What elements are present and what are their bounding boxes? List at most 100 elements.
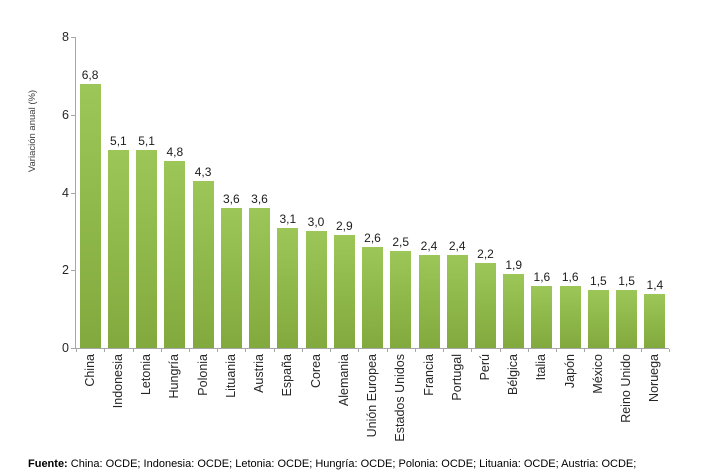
x-axis-tick xyxy=(499,349,501,352)
bar-value-label: 5,1 xyxy=(138,133,155,148)
x-axis-category-label: Reino Unido xyxy=(619,354,634,423)
x-axis-tick xyxy=(245,349,247,352)
y-axis-tick-label: 4 xyxy=(62,185,69,200)
bar xyxy=(418,254,440,348)
x-axis-category-label: Perú xyxy=(478,354,492,381)
x-axis-line xyxy=(75,348,669,349)
source-note-text: China: OCDE; Indonesia: OCDE; Letonia: O… xyxy=(67,458,637,470)
x-axis-tick xyxy=(640,349,642,352)
x-axis-tick xyxy=(273,349,275,352)
y-axis-tick xyxy=(71,114,75,116)
bar xyxy=(644,293,666,348)
bar xyxy=(531,285,553,348)
x-axis-category-label: Lituania xyxy=(223,354,238,398)
bar-value-label: 1,4 xyxy=(646,277,664,292)
x-axis-category-label: Polonia xyxy=(195,354,210,396)
y-axis-tick xyxy=(71,270,75,272)
bar xyxy=(107,149,129,348)
x-axis-tick xyxy=(443,349,445,352)
x-axis-tick xyxy=(556,349,557,352)
bar xyxy=(362,246,383,348)
bar xyxy=(475,262,496,348)
x-axis-category-label: China xyxy=(82,354,97,387)
x-axis-tick xyxy=(527,349,529,352)
bar-value-label: 2,5 xyxy=(392,234,410,249)
bar xyxy=(587,289,609,348)
bar xyxy=(136,149,158,348)
source-note-prefix: Fuente: xyxy=(28,458,68,470)
x-axis-tick xyxy=(189,349,190,352)
source-note: Fuente: China: OCDE; Indonesia: OCDE; Le… xyxy=(28,457,636,470)
x-axis-tick xyxy=(132,349,134,352)
bar xyxy=(503,274,525,348)
x-axis-category-label: Noruega xyxy=(647,354,662,402)
x-axis-tick xyxy=(160,349,162,352)
x-axis-category-label: Indonesia xyxy=(110,354,125,409)
bar xyxy=(79,83,101,348)
x-axis-tick xyxy=(330,349,332,352)
y-axis-tick-label: 0 xyxy=(62,341,69,355)
bar xyxy=(220,208,242,348)
y-axis-tick-label: 6 xyxy=(62,107,69,122)
x-axis-tick xyxy=(104,349,106,352)
y-axis-tick xyxy=(71,348,75,349)
bar-value-label: 4,3 xyxy=(194,164,212,179)
x-axis-category-label: México xyxy=(590,354,605,394)
bar-value-label: 1,6 xyxy=(561,269,579,284)
bar-value-label: 2,2 xyxy=(477,246,494,261)
bar-value-label: 4,8 xyxy=(166,145,184,160)
bar-value-label: 1,5 xyxy=(590,273,607,288)
y-axis-tick-label: 2 xyxy=(62,263,69,278)
x-axis-tick xyxy=(584,349,586,352)
x-axis-category-label: España xyxy=(280,354,295,397)
x-axis-category-label: Japón xyxy=(562,354,577,389)
bar-value-label: 3,1 xyxy=(279,211,297,226)
bar xyxy=(446,254,468,348)
bar xyxy=(164,161,186,348)
x-axis-category-label: Estados Unidos xyxy=(393,354,408,442)
x-axis-category-label: Bélgica xyxy=(506,354,521,395)
y-axis-title: Variación anual (%) xyxy=(27,89,38,173)
bar xyxy=(277,227,299,348)
x-axis-category-label: Hungría xyxy=(167,354,182,399)
bar-value-label: 5,1 xyxy=(110,133,127,148)
bar xyxy=(333,235,355,348)
x-axis-category-label: Austria xyxy=(252,354,266,393)
x-axis-tick xyxy=(612,349,614,352)
x-axis-tick xyxy=(414,349,416,352)
bar-value-label: 1,9 xyxy=(505,258,523,273)
x-axis-category-label: Corea xyxy=(308,354,323,389)
bar-value-label: 3,6 xyxy=(222,192,240,206)
bar xyxy=(305,231,327,348)
y-axis-tick xyxy=(71,192,75,194)
bar xyxy=(192,180,214,348)
x-axis-tick xyxy=(301,349,303,352)
bar xyxy=(559,285,581,348)
x-axis-tick xyxy=(386,349,388,352)
x-axis-category-label: Alemania xyxy=(336,354,351,407)
bar xyxy=(390,250,412,348)
x-axis-tick xyxy=(669,349,670,352)
bar-value-label: 3,6 xyxy=(251,192,268,206)
x-axis-category-label: Francia xyxy=(421,354,436,396)
bar xyxy=(249,208,270,348)
bar-value-label: 6,8 xyxy=(81,67,99,82)
bar-value-label: 1,6 xyxy=(533,269,551,284)
bar xyxy=(616,289,638,348)
bar-value-label: 2,6 xyxy=(364,230,381,245)
y-axis-tick xyxy=(71,37,75,38)
y-axis-tick-label: 8 xyxy=(62,30,69,44)
y-axis-line xyxy=(75,37,76,349)
x-axis-category-label: Italia xyxy=(534,354,549,381)
x-axis-category-label: Portugal xyxy=(449,354,464,401)
x-axis-tick xyxy=(471,349,473,352)
x-axis-tick xyxy=(76,349,77,352)
x-axis-category-label: Letonia xyxy=(139,354,154,396)
x-axis-category-label: Unión Europea xyxy=(365,354,379,438)
bar-value-label: 2,4 xyxy=(448,238,466,253)
bar-value-label: 2,4 xyxy=(420,238,438,253)
bar-value-label: 2,9 xyxy=(335,219,353,234)
x-axis-tick xyxy=(217,349,219,352)
x-axis-tick xyxy=(358,349,360,352)
